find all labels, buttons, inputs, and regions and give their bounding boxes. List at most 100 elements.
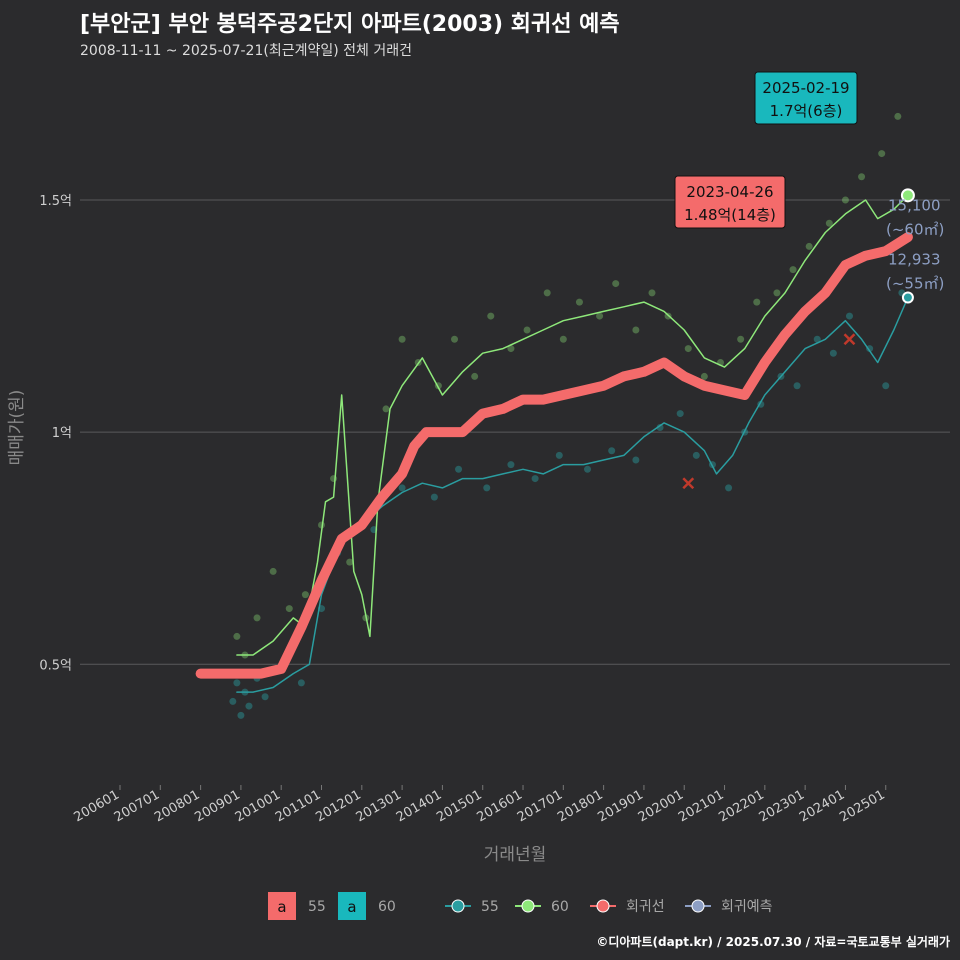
x-tick-label: 202501 <box>837 787 887 825</box>
scatter-point-60 <box>737 335 745 343</box>
series-line-55 <box>236 296 909 693</box>
scatter-point-60 <box>285 605 293 613</box>
scatter-point-55 <box>692 451 700 459</box>
end-point-60 <box>900 188 915 203</box>
y-tick-label: 0.5억 <box>39 658 72 673</box>
x-tick-label: 201701 <box>515 787 565 825</box>
legend-line-label: 60 <box>551 899 569 915</box>
x-tick-label: 200701 <box>112 787 162 825</box>
scatter-point-60 <box>841 196 849 204</box>
legend-fill-glyph: a <box>347 898 356 916</box>
scatter-point-55 <box>531 475 539 483</box>
x-tick-label: 202101 <box>676 787 726 825</box>
x-tick-label: 201901 <box>595 787 645 825</box>
scatter-point-60 <box>471 372 479 380</box>
chart-title: [부안군] 부안 봉덕주공2단지 아파트(2003) 회귀선 예측 <box>80 12 620 37</box>
scatter-point-55 <box>555 451 563 459</box>
series-line-regression <box>195 232 913 679</box>
scatter-point-55 <box>233 679 241 687</box>
legend-fill-label: 55 <box>308 899 326 915</box>
end-label-area: (~55㎡) <box>886 275 944 293</box>
x-tick-label: 201201 <box>313 787 363 825</box>
legend-line-marker <box>451 899 465 913</box>
scatter-point-55 <box>882 382 890 390</box>
scatter-point-55 <box>676 410 684 418</box>
end-label-value: 12,933 <box>888 251 941 269</box>
legend-line-label: 55 <box>481 899 499 915</box>
scatter-point-55 <box>430 493 438 501</box>
legend-line-marker <box>521 899 535 913</box>
scatter-point-60 <box>894 112 902 120</box>
x-tick-label: 201001 <box>233 787 283 825</box>
legend-fill-glyph: a <box>277 898 286 916</box>
scatter-point-55 <box>829 349 837 357</box>
legend-line-marker <box>691 899 705 913</box>
scatter-point-55 <box>656 424 664 431</box>
x-tick-label: 201801 <box>555 787 605 825</box>
scatter-point-60 <box>346 558 354 566</box>
legend-line-label: 회귀선 <box>626 899 665 915</box>
scatter-point-55 <box>608 447 616 455</box>
source-credit: ©디아파트(dapt.kr) / 2025.07.30 / 자료=국토교통부 실… <box>596 935 950 949</box>
scatter-point-55 <box>229 697 237 705</box>
end-label-area: (~60㎡) <box>886 220 944 238</box>
scatter-point-55 <box>297 679 305 687</box>
min-marker <box>682 477 695 490</box>
x-axis-title: 거래년월 <box>484 845 547 865</box>
scatter-point-55 <box>813 335 821 343</box>
scatter-point-55 <box>725 484 733 492</box>
y-tick-label: 1억 <box>52 426 72 441</box>
scatter-point-60 <box>684 345 692 353</box>
scatter-point-60 <box>858 173 866 181</box>
x-tick-label: 200601 <box>72 787 122 825</box>
scatter-point-60 <box>559 335 567 343</box>
scatter-point-60 <box>269 567 277 575</box>
scatter-point-60 <box>398 335 406 343</box>
legend-line-label: 회귀예측 <box>721 899 773 915</box>
legend-fill-label: 60 <box>378 899 396 915</box>
callout-value: 1.48억(14층) <box>684 206 776 224</box>
x-tick-label: 201401 <box>394 787 444 825</box>
x-tick-label: 201601 <box>475 787 525 825</box>
callout-value: 1.7억(6층) <box>770 102 843 120</box>
chart-subtitle: 2008-11-11 ~ 2025-07-21(최근계약일) 전체 거래건 <box>80 43 412 59</box>
scatter-point-60 <box>253 614 261 622</box>
x-tick-label: 202001 <box>636 787 686 825</box>
x-tick-label: 201501 <box>434 787 484 825</box>
x-tick-label: 202201 <box>716 787 766 825</box>
scatter-point-55 <box>632 456 640 464</box>
x-tick-label: 202301 <box>757 787 807 825</box>
scatter-point-55 <box>398 484 406 492</box>
scatter-point-60 <box>878 150 886 158</box>
scatter-point-60 <box>789 266 797 274</box>
x-tick-label: 201301 <box>354 787 404 825</box>
scatter-point-60 <box>805 242 813 250</box>
scatter-point-55 <box>866 345 874 353</box>
end-label-value: 15,100 <box>888 196 941 214</box>
min-marker <box>843 333 856 346</box>
scatter-point-60 <box>753 298 761 306</box>
scatter-point-60 <box>825 219 833 227</box>
scatter-point-55 <box>245 702 253 710</box>
end-point-55 <box>901 291 914 304</box>
scatter-point-55 <box>845 312 853 320</box>
legend-line-marker <box>596 899 610 913</box>
scatter-point-55 <box>507 461 515 469</box>
scatter-point-60 <box>596 312 604 320</box>
scatter-point-60 <box>487 312 495 320</box>
scatter-point-55 <box>793 382 801 390</box>
callout-date: 2025-02-19 <box>762 79 849 97</box>
series-line-60 <box>236 194 909 656</box>
callout-box <box>674 175 786 229</box>
scatter-point-60 <box>382 405 390 413</box>
scatter-point-55 <box>237 711 245 719</box>
scatter-point-55 <box>455 465 463 473</box>
scatter-point-60 <box>523 326 531 334</box>
legend-fill-key <box>268 892 296 920</box>
scatter-point-60 <box>233 632 241 640</box>
callout-box <box>754 71 858 125</box>
scatter-point-60 <box>632 326 640 334</box>
callout-date: 2023-04-26 <box>686 183 773 201</box>
y-tick-label: 1.5억 <box>39 194 72 209</box>
scatter-point-55 <box>483 484 491 492</box>
